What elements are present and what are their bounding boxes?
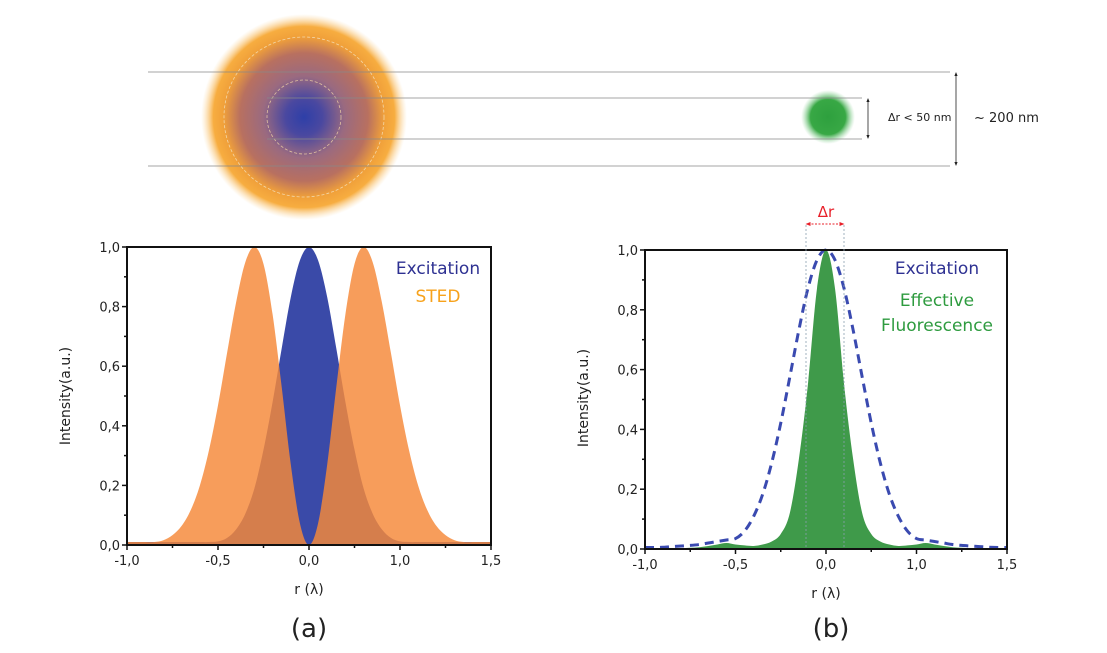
y-axis-label: Intensity(a.u.) (576, 349, 592, 447)
legend-effective: Effective (900, 291, 974, 311)
legend-fluorescence: Fluorescence (881, 316, 993, 336)
panel-label-a: (a) (291, 614, 327, 644)
legend-sted: STED (415, 287, 460, 307)
x-tick-label: 0,0 (299, 554, 320, 569)
series-area-effective-fluorescence (645, 250, 1007, 549)
chart-b: 0,0 0,2 0,4 0,6 0,8 1,0 -1,0 -0,5 0,0 1,0 1,5 Δr E… (576, 203, 1017, 644)
y-tick-label: 0,2 (99, 479, 120, 494)
legend-excitation: Excitation (396, 259, 480, 279)
y-tick-label: 0,4 (99, 420, 120, 435)
x-tick-label: -1,0 (114, 554, 139, 569)
size-label: ~ 200 nm (974, 111, 1039, 126)
effective-fluorescence-spot (801, 90, 855, 144)
legend-excitation: Excitation (895, 259, 979, 279)
chart-a-marks (127, 246, 491, 546)
chart-a-axes: 0,0 0,2 0,4 0,6 0,8 1,0 -1,0 -0,5 0,0 1,0 1,5 (99, 241, 501, 569)
x-tick-label: 1,5 (997, 558, 1018, 573)
sted-donut-spot (201, 14, 407, 220)
x-tick-label: -0,5 (723, 558, 748, 573)
y-tick-label: 0,0 (617, 543, 638, 558)
chart-b-axes: 0,0 0,2 0,4 0,6 0,8 1,0 -1,0 -0,5 0,0 1,0 1,5 (617, 244, 1017, 573)
y-tick-label: 1,0 (617, 244, 638, 259)
y-axis-label: Intensity(a.u.) (58, 347, 74, 445)
x-tick-label: 1,0 (390, 554, 411, 569)
series-area-excitation (127, 247, 491, 545)
x-axis-label: r (λ) (294, 582, 323, 598)
y-tick-label: 0,8 (617, 304, 638, 319)
x-axis-label: r (λ) (811, 586, 840, 602)
inner-dashed-circle (266, 79, 342, 155)
x-tick-label: 1,0 (906, 558, 927, 573)
x-tick-label: -0,5 (205, 554, 230, 569)
y-tick-label: 0,6 (99, 360, 120, 375)
y-tick-label: 0,6 (617, 364, 638, 379)
psf-illustration: Δr < 50 nm ~ 200 nm (148, 14, 1039, 220)
y-tick-label: 0,0 (99, 539, 120, 554)
series-area-sted (127, 246, 491, 546)
x-tick-label: 0,0 (816, 558, 837, 573)
chart-a: 0,0 0,2 0,4 0,6 0,8 1,0 -1,0 -0,5 0,0 1,0 1,5 Exci… (58, 241, 501, 644)
y-tick-label: 1,0 (99, 241, 120, 256)
delta-r-label: Δr < 50 nm (888, 111, 951, 124)
y-tick-label: 0,8 (99, 301, 120, 316)
x-tick-label: 1,5 (481, 554, 502, 569)
outer-dashed-circle (223, 36, 385, 198)
y-tick-label: 0,2 (617, 483, 638, 498)
panel-label-b: (b) (813, 614, 850, 644)
y-tick-label: 0,4 (617, 423, 638, 438)
x-tick-label: -1,0 (632, 558, 657, 573)
delta-r-annotation: Δr (818, 203, 835, 221)
